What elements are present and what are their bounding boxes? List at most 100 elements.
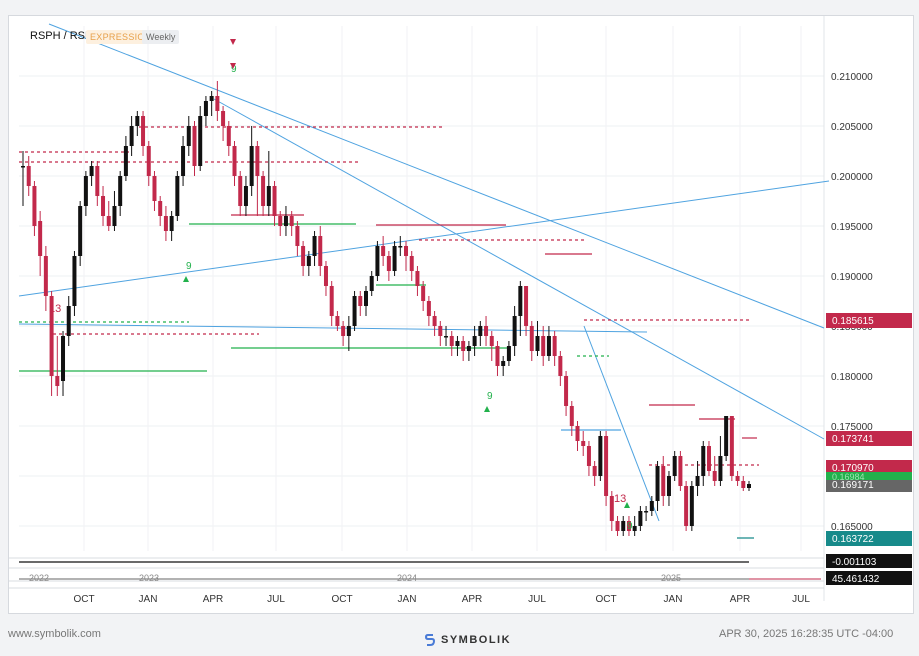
candle-body: [592, 466, 597, 476]
candle-body: [238, 176, 243, 206]
price-tag-bg: [826, 460, 912, 475]
time-axis: OCT JAN APR JUL OCT JAN APR JUL OCT JAN APR JUL: [9, 587, 824, 605]
candle-body: [209, 96, 214, 101]
lower-panels: -0.001103 45.461432 2022 2023 2024 2025: [9, 554, 912, 585]
candle-body: [215, 96, 220, 111]
candle-body: [169, 216, 174, 231]
site-url[interactable]: www.symbolik.com: [8, 628, 101, 640]
brand-logo: SYMBOLIK: [424, 633, 511, 647]
expression-badge[interactable]: EXPRESSION: [86, 30, 156, 44]
price-tag-label: 0.163722: [832, 534, 874, 545]
x-tick-label: APR: [203, 594, 224, 605]
price-tag-bg: [826, 431, 912, 446]
candle-body: [135, 116, 140, 126]
count-labels: 13 9 9 9 13 9: [49, 39, 633, 532]
price-tag-bg: [826, 531, 912, 546]
marker-triangle: [183, 276, 189, 282]
candle-body: [301, 246, 306, 266]
price-tags: 0.185615 0.173741 0.170970 0.169171 0.163722…: [826, 313, 912, 546]
candle-body: [729, 416, 734, 476]
candle-body: [112, 206, 117, 226]
candle-body: [466, 346, 471, 351]
candle-body: [163, 216, 168, 231]
panel-tag-bg: [826, 554, 912, 568]
chart-frame: 13 9 9 9 13 9 0.210000 0.205000 0.200000 0.19500…: [8, 15, 914, 614]
year-label: 2023: [139, 573, 159, 583]
candle-body: [181, 146, 186, 176]
candle-body: [141, 116, 146, 146]
candle-body: [615, 521, 620, 531]
candle-body: [455, 341, 460, 346]
candle-body: [363, 291, 368, 306]
y-tick-label: 0.190000: [831, 272, 873, 283]
candle-body: [495, 346, 500, 366]
candle-body: [106, 216, 111, 226]
candle-body: [558, 356, 563, 376]
marker-triangle: [624, 502, 630, 508]
candle-body: [461, 341, 466, 351]
candle-body: [89, 166, 94, 176]
x-tick-label: OCT: [331, 594, 352, 605]
interval-badge[interactable]: Weekly: [142, 30, 180, 44]
y-tick-label: 0.200000: [831, 172, 873, 183]
candle-body: [644, 511, 649, 513]
candle-body: [249, 146, 254, 186]
candle-body: [512, 316, 517, 346]
marker-triangle: [230, 63, 236, 69]
candle-body: [306, 256, 311, 266]
x-tick-label: JUL: [267, 594, 285, 605]
year-label: 2024: [397, 573, 417, 583]
price-tag-bg: [826, 313, 912, 328]
candle-body: [678, 456, 683, 486]
panel-tag-bg: [826, 571, 912, 585]
candle-body: [346, 326, 351, 336]
candle-body: [701, 446, 706, 476]
candle-body: [741, 481, 746, 488]
y-tick-label: 0.210000: [831, 72, 873, 83]
candle-body: [638, 511, 643, 526]
candle-body: [192, 126, 197, 166]
y-tick-label: 0.175000: [831, 422, 873, 433]
panel-tag-label: -0.001103: [832, 557, 877, 568]
candle-body: [158, 201, 163, 216]
x-tick-label: JAN: [139, 594, 158, 605]
price-tag-label: 0.173741: [832, 434, 874, 445]
candle-body: [101, 196, 106, 216]
year-label: 2022: [29, 573, 49, 583]
chart-svg[interactable]: 13 9 9 9 13 9 0.210000 0.205000 0.200000 0.19500…: [9, 16, 913, 613]
candle-body: [661, 466, 666, 496]
candle-body: [32, 186, 37, 226]
candle-body: [604, 436, 609, 496]
marker-triangle: [484, 406, 490, 412]
candle-body: [529, 326, 534, 351]
candle-body: [72, 256, 77, 306]
symbolik-logo-icon: [424, 634, 436, 646]
x-tick-label: APR: [462, 594, 483, 605]
price-tag-bg: [826, 472, 912, 480]
candle-body: [152, 176, 157, 201]
brand-name: SYMBOLIK: [441, 634, 512, 646]
candle-body: [575, 426, 580, 441]
y-tick-label: 0.180000: [831, 372, 873, 383]
price-tag-label: 0.185615: [832, 316, 874, 327]
candle-body: [243, 186, 248, 206]
candle-body: [272, 186, 277, 216]
candle-body: [524, 286, 529, 326]
trend-line: [213, 98, 825, 440]
candle-body: [724, 416, 729, 456]
candle-body: [586, 446, 591, 466]
count-label: 9: [487, 391, 493, 402]
candle-body: [278, 216, 283, 226]
timestamp: APR 30, 2025 16:28:35 UTC -04:00: [719, 628, 894, 640]
candle-body: [358, 296, 363, 306]
candle-body: [626, 521, 631, 531]
candle-body: [335, 316, 340, 326]
candle-body: [221, 111, 226, 126]
candle-body: [255, 146, 260, 176]
symbol-title: RSPH / RSP: [30, 30, 93, 42]
candle-body: [484, 326, 489, 336]
candle-body: [312, 236, 317, 256]
candle-body: [83, 176, 88, 206]
candle-body: [598, 436, 603, 476]
candle-body: [609, 496, 614, 521]
